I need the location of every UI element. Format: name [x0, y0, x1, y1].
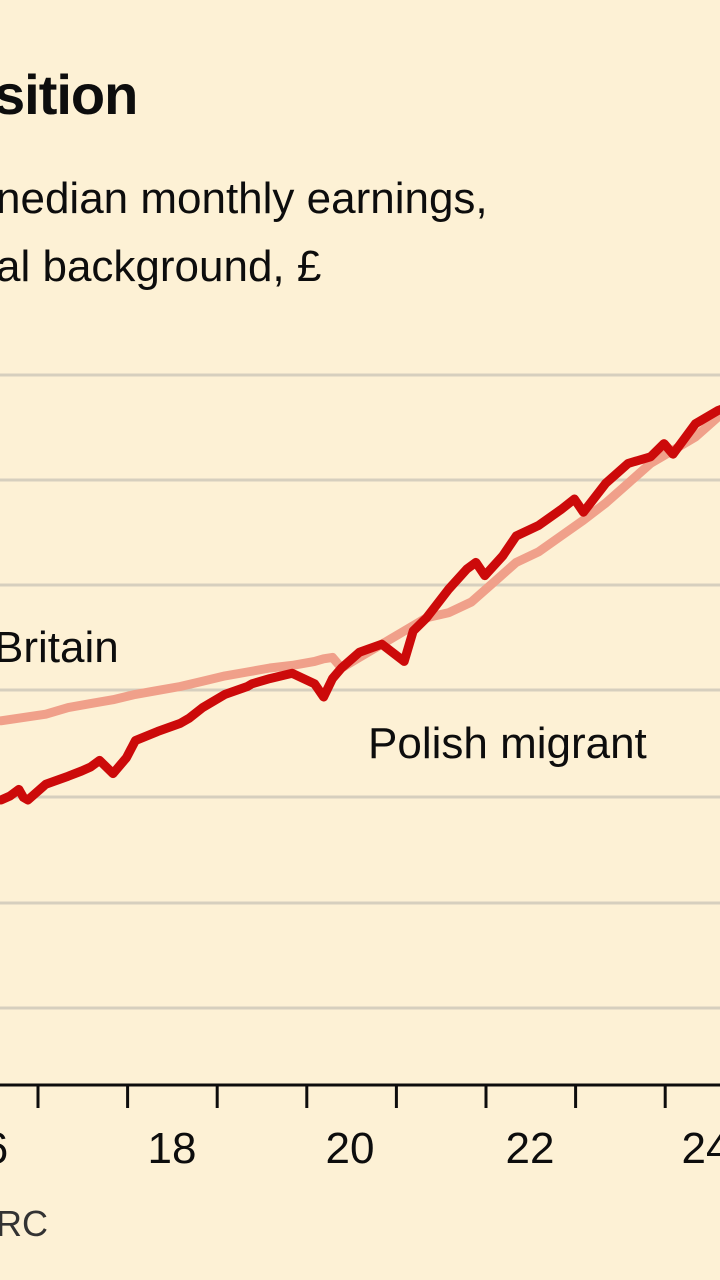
series-lines: [0, 404, 720, 805]
series-line-polish-migrant: [0, 404, 720, 805]
chart-source: RC: [0, 1203, 48, 1244]
chart-subtitle: nedian monthly earnings, al background, …: [0, 174, 488, 291]
x-tick-label: 6: [0, 1124, 8, 1173]
gridlines: [0, 373, 720, 1010]
x-tick-label: 22: [506, 1124, 555, 1173]
series-line-britain: [0, 411, 720, 726]
x-tick-label: 24: [682, 1124, 720, 1173]
x-tick-label: 18: [148, 1124, 197, 1173]
x-axis-ticks: [36, 1085, 667, 1108]
x-tick-label: 20: [326, 1124, 375, 1173]
chart-title: sition: [0, 63, 138, 126]
series-label-polish-migrant: Polish migrant: [368, 719, 647, 768]
series-label-britain: Britain: [0, 623, 119, 672]
x-axis-tick-labels: 6 18 20 22 24: [0, 1124, 720, 1173]
